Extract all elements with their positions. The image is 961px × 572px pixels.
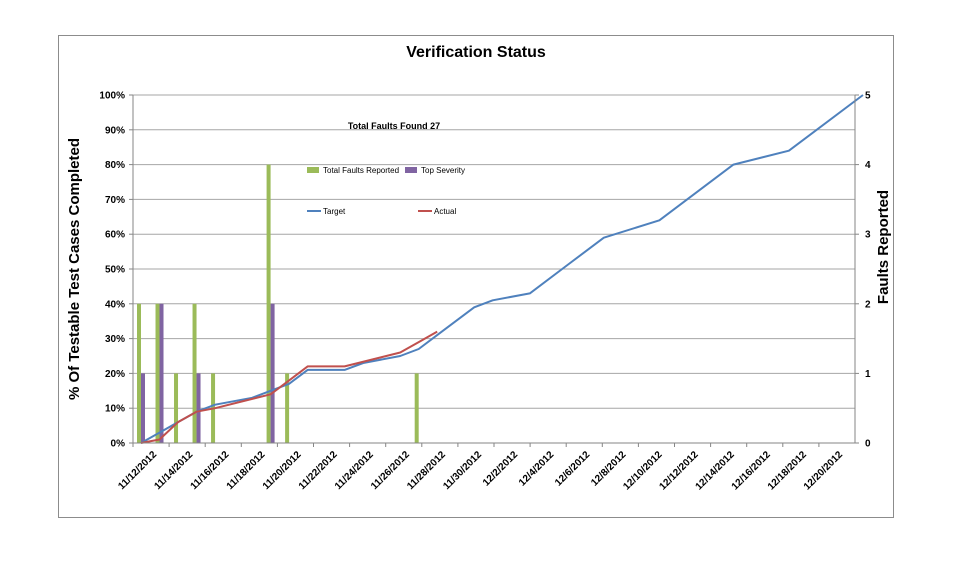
bar-series [137,164,419,443]
y-tick-label: 60% [105,230,125,241]
chart-title: Verification Status [406,44,546,61]
y2-tick-label: 4 [865,160,871,171]
top-severity-bar [270,303,275,443]
total-faults-reported-legend-swatch [307,167,319,173]
y-tick-label: 10% [105,404,125,415]
target-legend-label: Target [323,207,346,216]
x-tick-label: 12/6/2012 [553,449,593,489]
total-faults-reported-bar [174,373,179,443]
x-tick-label: 11/30/2012 [441,449,484,492]
top-severity-legend-swatch [405,167,417,173]
gridlines [129,94,859,447]
y-tick-label: 40% [105,299,125,310]
y2-tick-label: 0 [865,439,871,450]
actual-legend-label: Actual [434,207,456,216]
top-severity-legend-label: Top Severity [421,166,465,175]
x-tick-label: 12/4/2012 [517,449,557,489]
y-tick-label: 70% [105,195,125,206]
y-tick-label: 50% [105,265,125,276]
top-severity-bar [159,303,164,443]
line-series [140,94,864,444]
total-faults-reported-bar [192,303,197,443]
y2-tick-label: 1 [865,369,871,380]
y-tick-label: 100% [99,91,125,102]
legend: Total Faults Reported Top Severity Target A… [307,166,465,216]
total-faults-reported-bar [155,303,160,443]
y-tick-label: 0% [111,439,126,450]
total-faults-reported-legend-label: Total Faults Reported [323,166,399,175]
y-tick-label: 90% [105,125,125,136]
top-severity-bar [196,373,201,443]
actual-line [140,330,438,444]
y2-tick-label: 5 [865,91,871,102]
x-tick-label: 12/2/2012 [481,449,521,489]
y-tick-label: 20% [105,369,125,380]
y-tick-label: 30% [105,334,125,345]
top-severity-bar [141,373,145,443]
total-faults-reported-bar [137,303,141,443]
x-tick-label: 12/20/2012 [802,449,845,492]
y2-tick-label: 2 [865,299,871,310]
total-faults-annotation: Total Faults Found 27 [348,121,440,131]
y-tick-label: 80% [105,160,125,171]
y2-tick-label: 3 [865,230,871,241]
tick-labels: 0% 10% 20% 30% 40% 50% 60% 70% 80% 90% 100% 0 1 2 3 4 5 1… [99,91,871,493]
y-axis-title: % Of Testable Test Cases Completed [66,138,83,400]
y2-axis-title: Faults Reported [875,190,892,304]
target-line [140,94,864,444]
total-faults-reported-bar [266,164,271,443]
total-faults-reported-bar [414,373,419,443]
total-faults-reported-bar [285,373,290,443]
axes [132,95,856,444]
